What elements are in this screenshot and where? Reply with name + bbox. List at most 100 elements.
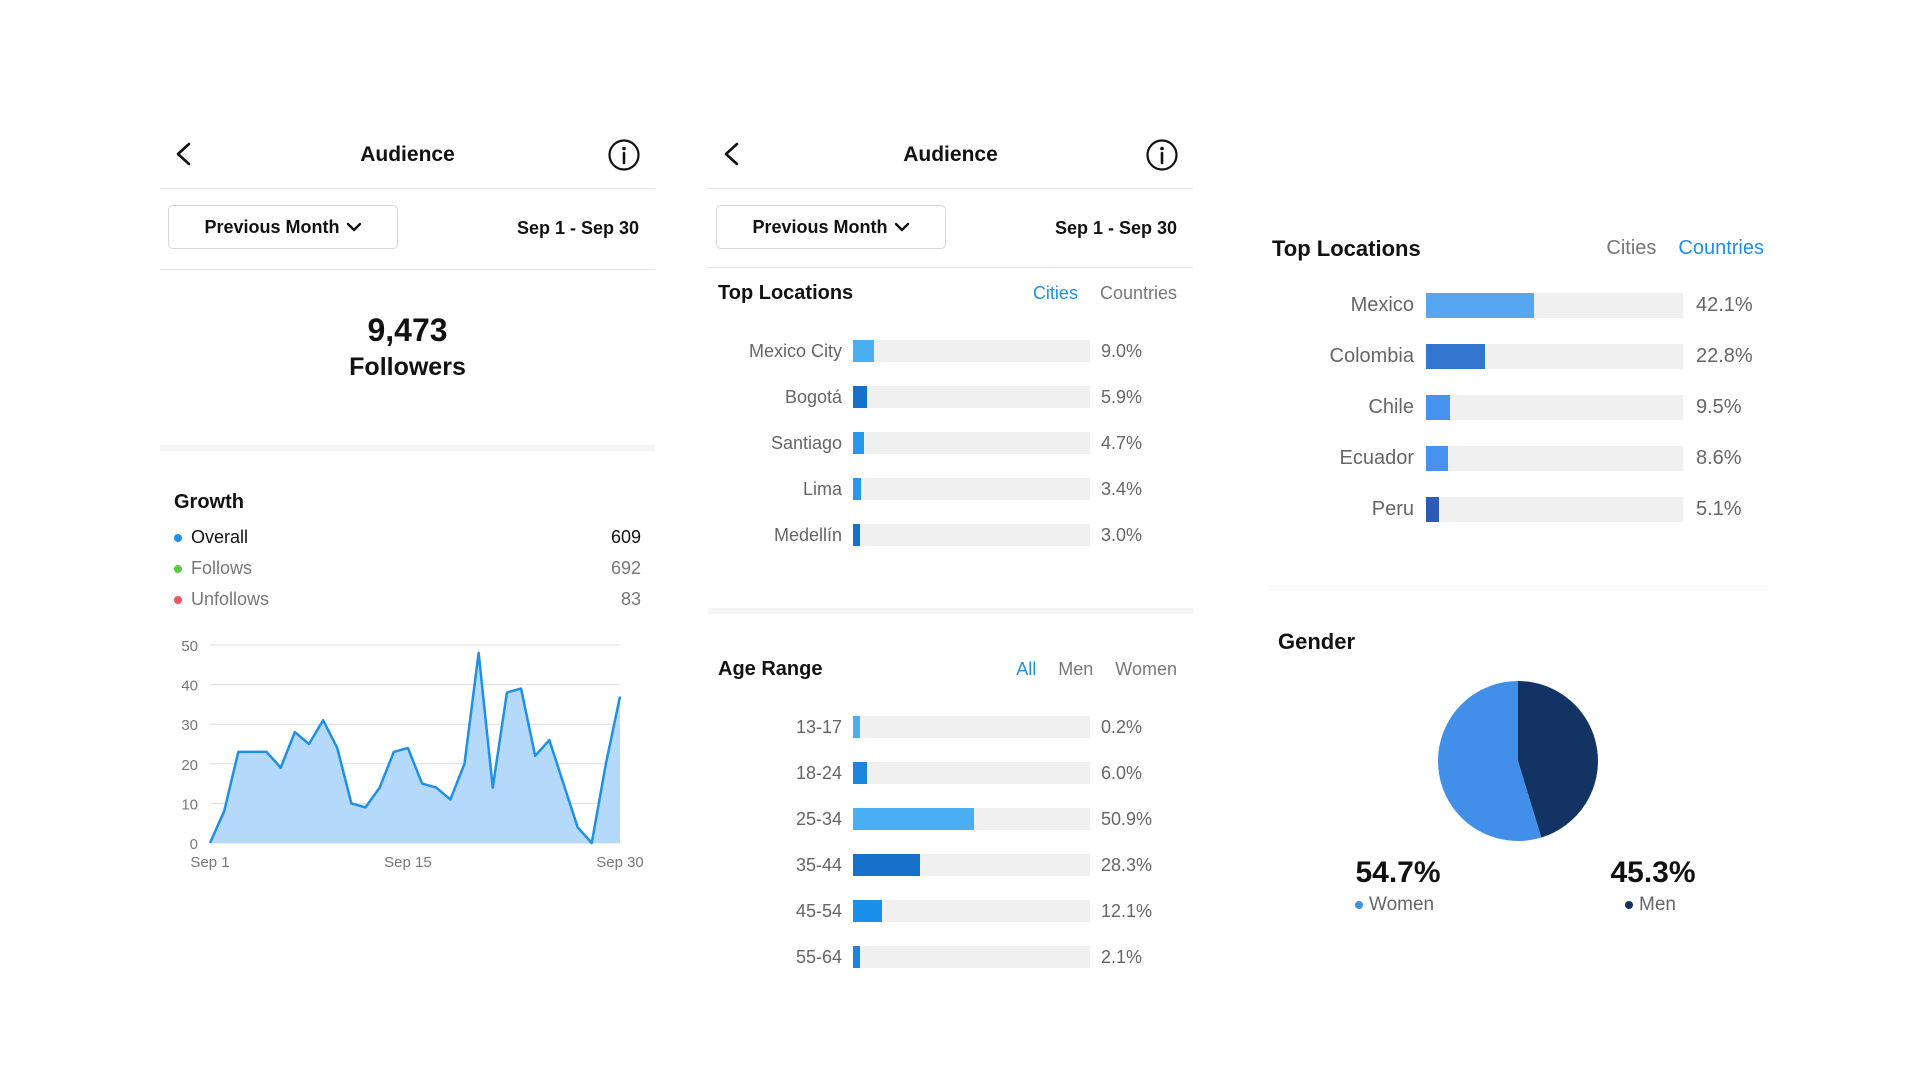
legend-item-follows: Follows 692 [174, 553, 641, 584]
tab-all[interactable]: All [1016, 659, 1037, 679]
top-locations-section: Top Locations Cities Countries Mexico 42.… [1268, 210, 1768, 535]
page-title: Audience [903, 143, 998, 166]
follows-dot [174, 564, 182, 573]
legend-item-unfollows: Unfollows 83 [174, 584, 641, 615]
series-area-overall [210, 652, 620, 843]
bar-fill [853, 716, 861, 738]
audience-panel-countries: Top Locations Cities Countries Mexico 42.… [1268, 210, 1768, 980]
y-tick-label: 0 [190, 836, 198, 853]
bar-label: 13-17 [795, 716, 842, 737]
women-dot [1355, 901, 1363, 909]
bar-label: Colombia [1329, 345, 1414, 367]
bar-row: Colombia 22.8% [1268, 331, 1768, 382]
bar-fill [853, 340, 875, 362]
bar-track [1426, 344, 1683, 369]
men-label: Men [1639, 894, 1676, 915]
filter-bar: Previous Month Sep 1 - Sep 30 [708, 189, 1193, 268]
bar-label: 25-34 [795, 808, 842, 829]
x-tick-label: Sep 1 [190, 854, 229, 871]
bar-label: Mexico [1350, 294, 1414, 316]
bar-label: Medellín [773, 524, 842, 545]
bar-label: Ecuador [1339, 447, 1415, 469]
bar-track [1426, 395, 1683, 420]
tab-cities[interactable]: Cities [1032, 283, 1078, 303]
section-header: Top Locations Cities Countries [708, 268, 1193, 318]
women-legend: Women [1355, 894, 1434, 916]
audience-panel-followers: Audience Previous Month Sep 1 - Sep 30 9… [160, 115, 655, 985]
legend-label: Follows [191, 558, 253, 578]
tab-men[interactable]: Men [1058, 659, 1094, 679]
unfollows-dot [174, 595, 182, 604]
bar-track [853, 900, 1090, 922]
bar-value: 5.9% [1101, 386, 1143, 407]
section-title: Top Locations [1272, 236, 1421, 261]
bar-track [853, 854, 1090, 876]
bar-track [853, 386, 1090, 408]
bar-label: 35-44 [795, 854, 842, 875]
tab-women[interactable]: Women [1115, 659, 1177, 679]
info-circle-icon[interactable] [607, 138, 641, 172]
period-label: Previous Month [204, 216, 340, 237]
bar-value: 50.9% [1101, 808, 1153, 829]
bar-track [853, 716, 1090, 738]
gender-section: Gender 54.7% Women 45.3% Men [1268, 585, 1768, 991]
period-dropdown[interactable]: Previous Month [716, 205, 946, 249]
top-locations-section: Top Locations Cities Countries Mexico Ci… [708, 268, 1193, 608]
bar-fill [1426, 497, 1440, 522]
tab-countries[interactable]: Countries [1678, 237, 1764, 259]
page-title: Audience [360, 143, 455, 166]
bar-fill [853, 946, 861, 968]
bar-track [1426, 293, 1683, 318]
period-dropdown[interactable]: Previous Month [168, 205, 398, 249]
chevron-left-icon[interactable] [172, 141, 196, 167]
bar-fill [1426, 344, 1485, 369]
chevron-down-icon [346, 222, 361, 232]
date-range: Sep 1 - Sep 30 [516, 218, 639, 238]
legend-value: 609 [610, 527, 641, 547]
tab-cities[interactable]: Cities [1606, 237, 1657, 259]
bar-fill [853, 808, 974, 830]
pie-slice-men [1518, 681, 1598, 838]
filter-bar: Previous Month Sep 1 - Sep 30 [160, 189, 655, 270]
series-line-overall [208, 651, 622, 845]
section-divider [708, 608, 1193, 614]
date-range: Sep 1 - Sep 30 [1054, 218, 1177, 238]
bar-label: 45-54 [795, 900, 842, 921]
y-tick-label: 30 [181, 717, 198, 734]
legend-label: Unfollows [191, 589, 270, 609]
bar-value: 6.0% [1101, 762, 1143, 783]
chevron-left-icon[interactable] [720, 141, 744, 167]
bar-fill [853, 386, 867, 408]
bar-row: Lima 3.4% [708, 466, 1193, 512]
overall-dot [174, 533, 182, 542]
bar-fill [853, 900, 882, 922]
bar-value: 5.1% [1696, 498, 1742, 520]
section-title: Top Locations [718, 282, 854, 304]
bar-fill [1426, 395, 1451, 420]
legend-value: 83 [620, 589, 641, 609]
info-circle-icon[interactable] [1145, 138, 1179, 172]
header: Audience [160, 115, 655, 189]
bar-track [853, 808, 1090, 830]
y-tick-label: 10 [181, 796, 198, 813]
x-tick-label: Sep 15 [384, 854, 432, 871]
women-label: Women [1369, 894, 1435, 915]
bar-label: 55-64 [795, 946, 842, 967]
bar-fill [853, 524, 861, 546]
growth-title: Growth [174, 491, 244, 513]
bar-row: Mexico 42.1% [1268, 280, 1768, 331]
bar-fill [853, 478, 862, 500]
bar-value: 9.0% [1101, 340, 1143, 361]
bar-value: 3.4% [1101, 478, 1143, 499]
growth-section: Growth Overall 609 Follows 692 Unfollows… [160, 491, 655, 925]
bar-value: 3.0% [1101, 524, 1143, 545]
bar-label: Santiago [770, 432, 842, 453]
audience-panel-demographics: Audience Previous Month Sep 1 - Sep 30 T… [708, 115, 1193, 985]
section-header: Age Range All Men Women [708, 644, 1193, 694]
legend-item-overall: Overall 609 [174, 522, 641, 553]
followers-label: Followers [349, 353, 466, 381]
bar-row: 18-24 6.0% [708, 750, 1193, 796]
followers-count: 9,473 [367, 312, 448, 348]
gender-pie-chart [1438, 681, 1598, 841]
tab-countries[interactable]: Countries [1099, 283, 1177, 303]
